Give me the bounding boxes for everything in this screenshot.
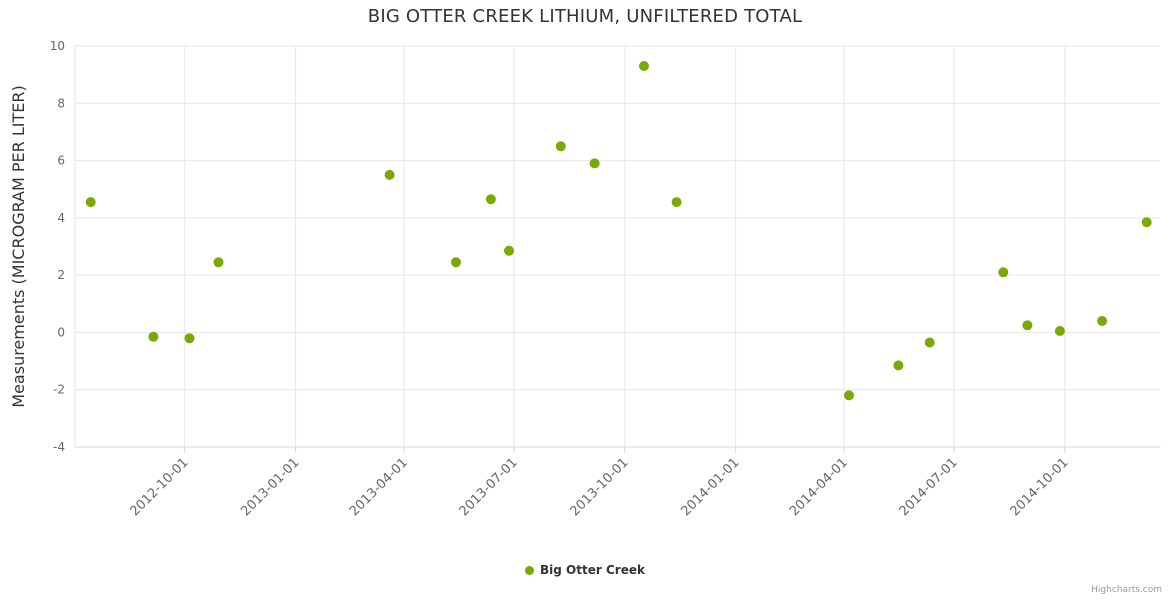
x-axis-tick-label: 2013-04-01 [347, 455, 411, 519]
data-point[interactable] [844, 390, 854, 401]
y-axis-tick-label: 2 [57, 268, 65, 282]
data-point[interactable] [1054, 326, 1065, 336]
data-point[interactable] [589, 158, 600, 169]
data-point[interactable] [213, 257, 224, 268]
legend-item[interactable]: Big Otter Creek [0, 563, 1170, 577]
chart-title: BIG OTTER CREEK LITHIUM, UNFILTERED TOTA… [367, 6, 803, 27]
data-point[interactable] [451, 257, 461, 268]
x-axis-tick-label: 2014-04-01 [787, 455, 851, 519]
x-axis-tick-label: 2013-07-01 [457, 455, 521, 519]
data-point[interactable] [1141, 217, 1152, 228]
y-axis-title: Measurements (MICROGRAM PER LITER) [9, 85, 28, 407]
highcharts-credits-link[interactable]: Highcharts.com [1091, 585, 1162, 595]
data-point[interactable] [1097, 316, 1108, 326]
legend-marker-icon [525, 565, 535, 575]
x-axis-tick-label: 2012-10-01 [127, 455, 191, 519]
y-axis-tick-label: 10 [50, 39, 65, 53]
data-point[interactable] [384, 169, 395, 180]
x-axis-tick-label: 2013-01-01 [238, 455, 302, 519]
data-point[interactable] [504, 245, 514, 256]
data-point[interactable] [893, 360, 904, 371]
data-point[interactable] [671, 197, 682, 208]
y-axis-tick-label: -2 [53, 383, 65, 397]
data-point[interactable] [85, 197, 96, 208]
x-axis-tick-label: 2014-07-01 [897, 455, 961, 519]
data-point[interactable] [148, 331, 159, 342]
data-point[interactable] [639, 61, 649, 71]
x-axis-tick-label: 2014-01-01 [678, 455, 742, 519]
y-axis-tick-label: 0 [57, 325, 65, 339]
data-point[interactable] [485, 194, 496, 205]
x-axis-tick-label: 2014-10-01 [1008, 455, 1072, 519]
x-axis-tick-label: 2013-10-01 [568, 455, 632, 519]
data-point[interactable] [555, 141, 566, 152]
data-point[interactable] [184, 333, 195, 344]
legend-label: Big Otter Creek [540, 563, 645, 577]
y-axis-tick-label: 6 [57, 154, 65, 168]
y-axis-tick-label: 4 [57, 211, 65, 225]
y-axis-tick-label: 8 [57, 96, 65, 110]
y-axis-tick-label: -4 [53, 440, 65, 454]
data-point[interactable] [1022, 320, 1033, 331]
data-point[interactable] [924, 337, 935, 348]
data-point[interactable] [998, 267, 1009, 278]
